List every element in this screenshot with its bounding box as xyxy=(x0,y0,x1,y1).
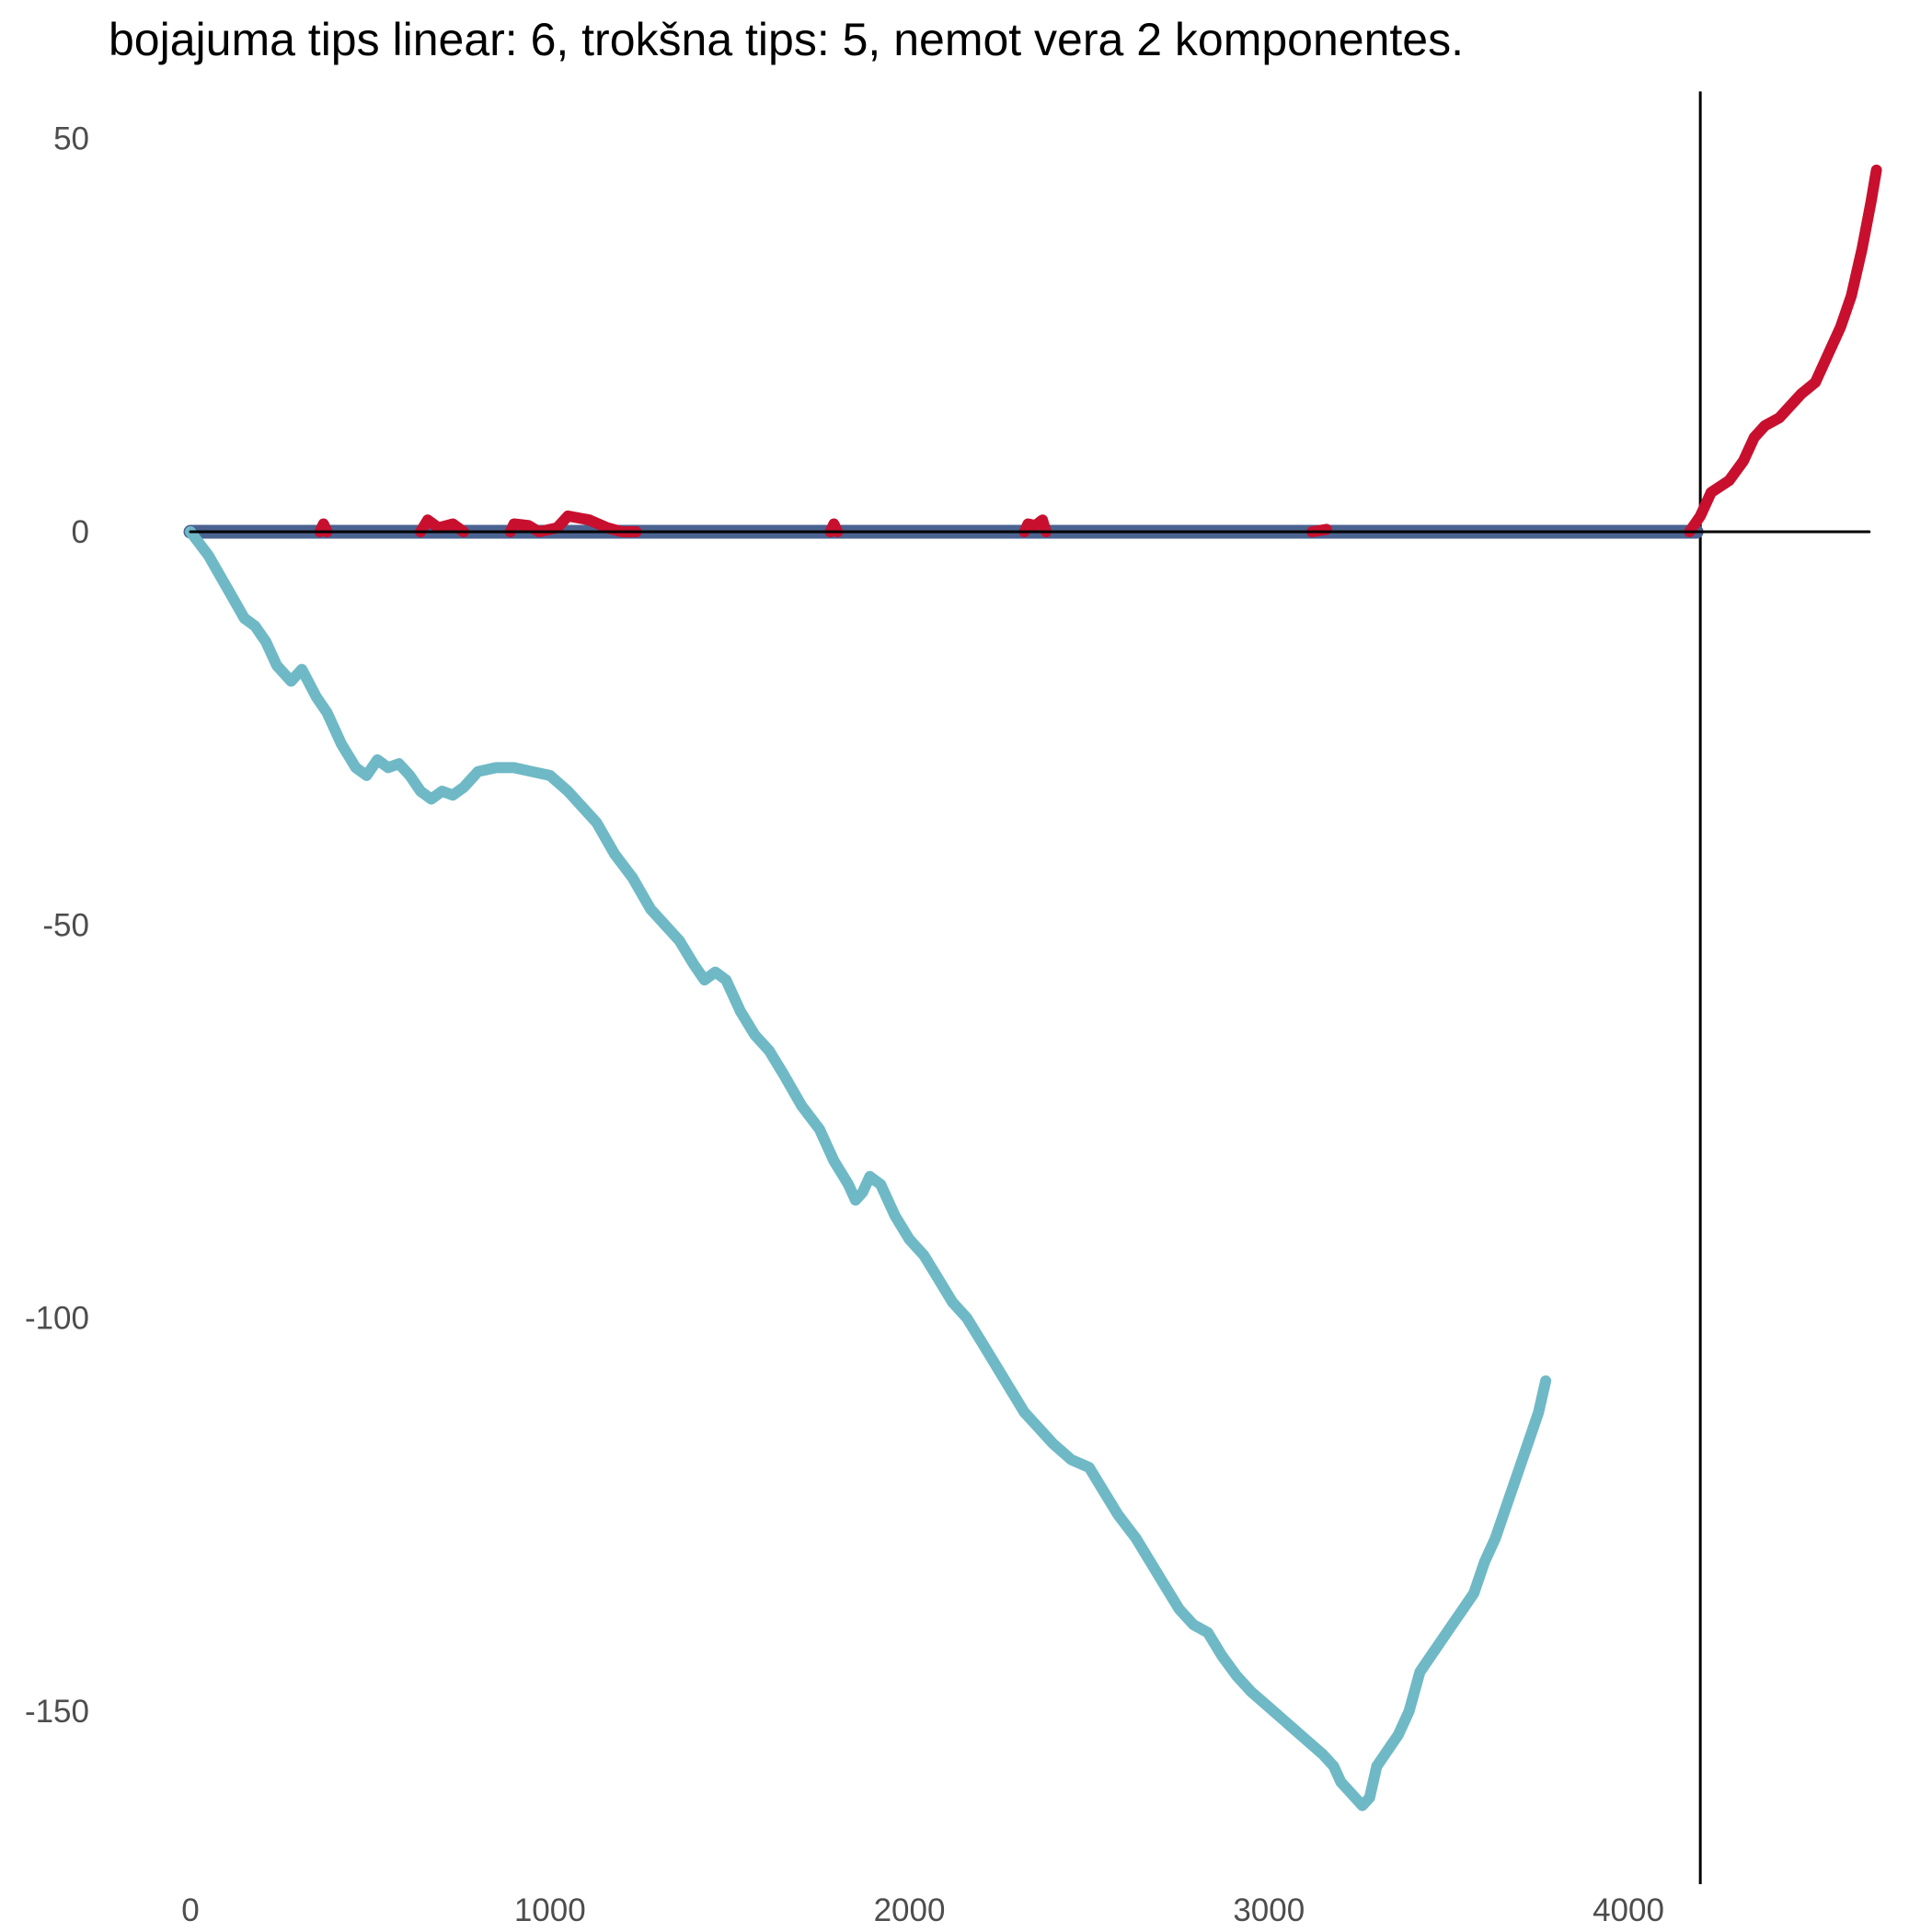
x-tick-label: 3000 xyxy=(1233,1892,1305,1928)
series-line xyxy=(314,518,333,537)
series-line xyxy=(185,526,1552,1811)
y-tick-label: -150 xyxy=(25,1694,89,1730)
series-line xyxy=(504,510,642,537)
series-line xyxy=(1018,514,1052,537)
x-tick-label: 1000 xyxy=(514,1892,586,1928)
series-layer xyxy=(183,164,1882,1811)
y-tick-label: -100 xyxy=(25,1301,89,1337)
series-line xyxy=(824,518,844,537)
y-tick-label: 50 xyxy=(53,121,89,157)
x-tick-label: 4000 xyxy=(1593,1892,1664,1928)
chart-title: bojajuma tips linear: 6, trokšna tips: 5… xyxy=(109,14,1464,65)
series-line xyxy=(1684,164,1882,537)
series-line xyxy=(415,514,469,537)
y-tick-label: -50 xyxy=(42,907,89,943)
y-axis-tick-labels: 50 0 -50 -100 -150 xyxy=(25,121,89,1730)
y-tick-label: 0 xyxy=(72,514,89,550)
x-axis-tick-labels: 0 1000 2000 3000 4000 xyxy=(181,1892,1664,1928)
x-tick-label: 0 xyxy=(181,1892,199,1928)
x-tick-label: 2000 xyxy=(874,1892,946,1928)
